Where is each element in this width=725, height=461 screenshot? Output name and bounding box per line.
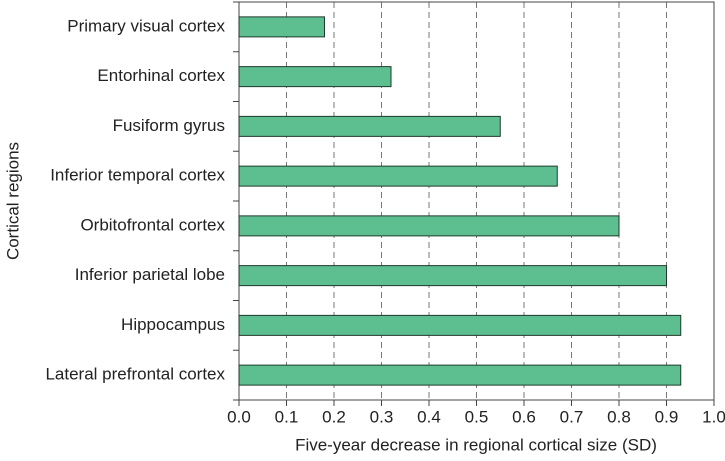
x-tick-label: 1.0 — [702, 407, 725, 426]
y-tick-label: Fusiform gyrus — [113, 116, 225, 135]
y-tick-label: Lateral prefrontal cortex — [45, 365, 225, 384]
x-tick-label: 0.5 — [465, 407, 489, 426]
y-tick-label: Inferior parietal lobe — [75, 265, 225, 284]
x-tick-label: 0.4 — [417, 407, 441, 426]
x-tick-label: 0.7 — [560, 407, 584, 426]
y-tick-label: Primary visual cortex — [67, 16, 225, 35]
bar — [238, 314, 682, 336]
bar — [238, 115, 501, 137]
x-tick-label: 0.0 — [227, 407, 251, 426]
plot-frame — [238, 1, 715, 401]
bar — [238, 215, 620, 237]
x-tick-label: 0.3 — [370, 407, 394, 426]
y-axis-title: Cortical regions — [3, 142, 22, 260]
bar — [238, 265, 667, 287]
bar — [238, 364, 682, 386]
y-tick-label: Hippocampus — [121, 315, 225, 334]
bar — [238, 16, 325, 38]
x-tick-label: 0.9 — [655, 407, 679, 426]
x-tick-label: 0.1 — [275, 407, 299, 426]
y-tick-label: Inferior temporal cortex — [50, 166, 225, 185]
x-axis-title: Five-year decrease in regional cortical … — [295, 435, 657, 454]
x-tick-label: 0.2 — [322, 407, 346, 426]
bar — [238, 165, 558, 187]
x-tick-label: 0.6 — [512, 407, 536, 426]
y-tick-label: Entorhinal cortex — [97, 66, 225, 85]
bar — [238, 66, 392, 88]
y-tick-label: Orbitofrontal cortex — [80, 215, 225, 234]
x-tick-label: 0.8 — [607, 407, 631, 426]
